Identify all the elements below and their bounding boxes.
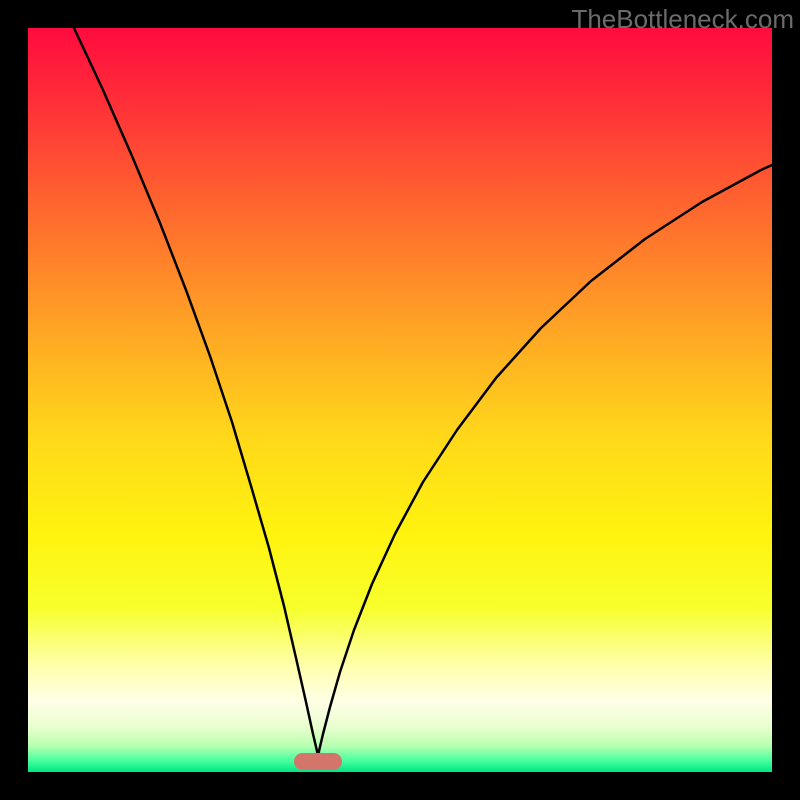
plot-area <box>28 28 772 772</box>
bottleneck-curve <box>28 28 772 772</box>
watermark-text: TheBottleneck.com <box>571 4 794 35</box>
notch-marker <box>294 753 342 770</box>
